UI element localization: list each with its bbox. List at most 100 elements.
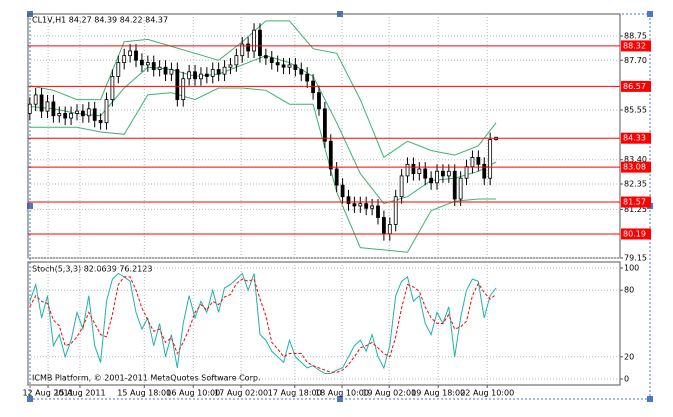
candle-body <box>169 69 174 75</box>
candle-body <box>222 66 227 75</box>
candle-body <box>210 69 215 77</box>
candle-body <box>122 55 127 63</box>
x-tick-label: 17 Aug 02:00 <box>214 389 268 398</box>
candle-body <box>387 224 392 235</box>
candle-body <box>405 163 410 177</box>
x-tick-label: 19 Aug 18:00 <box>411 389 465 398</box>
y-tick-label: 82.35 <box>624 179 647 188</box>
candle-body <box>193 71 197 80</box>
x-tick-label: 17 Aug 18:00 <box>268 389 322 398</box>
candle-body <box>86 108 91 117</box>
candle-body <box>317 92 321 110</box>
candle-body <box>228 64 233 68</box>
bollinger-upper <box>29 20 497 159</box>
candle-body <box>134 50 138 61</box>
y-tick-label: 81.25 <box>624 205 647 214</box>
candle-body <box>340 184 345 198</box>
candle-body <box>151 62 156 70</box>
candle-body <box>80 110 85 117</box>
candle-body <box>252 29 256 52</box>
stoch-title: Stoch(5,3,3) 82.0639 76.2123 <box>32 265 152 274</box>
candle-body <box>98 119 103 124</box>
candle-body <box>393 196 398 225</box>
candle-body <box>376 205 380 218</box>
candle-body <box>299 69 304 75</box>
candle-body <box>116 62 121 77</box>
candle-body <box>104 99 109 124</box>
candle-body <box>470 156 475 168</box>
candle-body <box>328 140 333 170</box>
level-label: 86.57 <box>623 82 646 91</box>
candle-body <box>157 66 162 70</box>
handle <box>647 11 653 17</box>
level-label: 83.08 <box>623 163 646 172</box>
y-tick-label: 0 <box>624 375 629 384</box>
candle-body <box>51 101 56 117</box>
candle-body <box>263 55 268 59</box>
candle-body <box>258 29 262 57</box>
handle <box>27 203 33 209</box>
candle-body <box>69 113 73 119</box>
candle-body <box>382 217 386 235</box>
level-label-box <box>621 161 651 173</box>
candle-body <box>364 203 369 209</box>
y-tick-label: 87.70 <box>624 56 647 65</box>
level-label-box <box>621 228 651 240</box>
candle-body <box>45 101 50 112</box>
candle-body <box>199 73 203 80</box>
main-panel-frame <box>27 13 621 259</box>
candle-body <box>352 203 357 207</box>
candle-body <box>399 175 404 198</box>
candle-body <box>128 50 133 57</box>
candle-body <box>488 139 493 179</box>
candle-body <box>464 166 469 179</box>
candle-body <box>435 170 439 184</box>
candle-body <box>322 108 327 142</box>
level-label: 88.32 <box>623 41 646 50</box>
y-tick-label: 80 <box>624 286 634 295</box>
stoch-line <box>29 276 497 373</box>
x-tick-label: 16 Aug 10:00 <box>166 389 220 398</box>
handle <box>337 396 343 402</box>
y-tick-label: 88.75 <box>624 31 647 40</box>
candle-body <box>287 64 292 68</box>
y-tick-label: 85.55 <box>624 105 647 114</box>
copyright: ICMB Platform, © 2001-2011 MetaQuotes So… <box>32 374 261 383</box>
level-label: 80.19 <box>623 229 646 238</box>
candle-body <box>429 177 434 184</box>
candle-body <box>293 64 298 70</box>
candle-body <box>110 76 115 100</box>
candle-body <box>269 57 274 63</box>
candle-body <box>446 170 451 177</box>
candle-body <box>458 177 463 200</box>
level-label-box <box>621 196 651 208</box>
x-tick-label: 12 Aug 2011 <box>22 389 73 398</box>
candle-body <box>92 108 97 121</box>
candle-body <box>33 94 38 105</box>
x-tick-label: 19 Aug 02:00 <box>362 389 416 398</box>
candle-body <box>417 168 422 174</box>
candle-body <box>216 69 221 75</box>
candle-body <box>145 62 150 66</box>
candle-body <box>423 168 428 179</box>
handle <box>647 396 653 402</box>
candle-body <box>39 94 44 112</box>
candle-body <box>346 196 351 205</box>
candle-body <box>27 103 32 114</box>
level-label: 84.33 <box>623 134 646 143</box>
candle-body <box>452 170 457 200</box>
candle-body <box>482 163 487 179</box>
level-label-box <box>621 40 651 52</box>
candle-body <box>305 73 310 82</box>
x-tick-label: 22 Aug 10:00 <box>460 389 514 398</box>
y-tick-label: 79.15 <box>624 254 647 263</box>
candle-body <box>246 43 251 52</box>
main-title: CL1V,H1 84.27 84.39 84.22 84.37 <box>32 16 168 25</box>
level-label-box <box>621 132 651 144</box>
candle-body <box>163 66 168 75</box>
candle-body <box>281 64 286 68</box>
